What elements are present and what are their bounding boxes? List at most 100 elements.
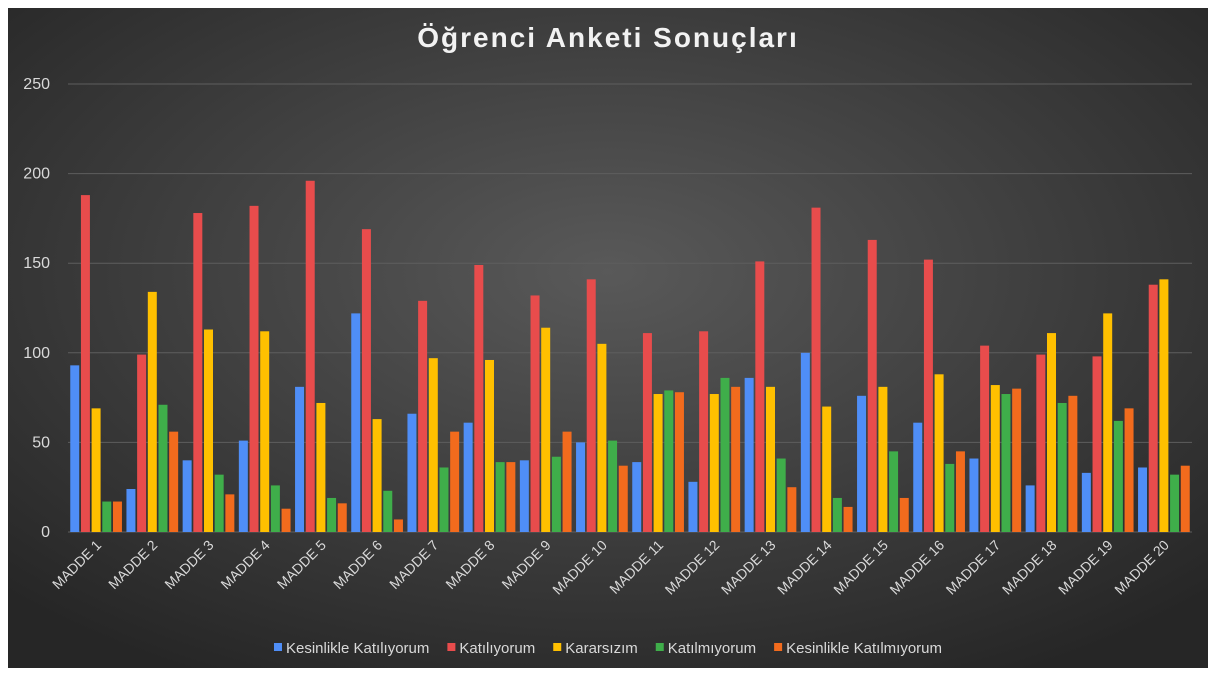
bar: [1159, 279, 1169, 532]
bar: [1170, 474, 1180, 532]
bar: [530, 295, 540, 532]
bar: [1025, 485, 1035, 532]
bar: [980, 345, 990, 532]
bar: [597, 343, 607, 532]
y-tick-label: 150: [23, 255, 50, 272]
y-tick-label: 200: [23, 166, 50, 183]
bar: [766, 386, 775, 532]
bar: [225, 494, 235, 532]
legend-label: Katılıyorum: [459, 640, 535, 657]
bar: [664, 390, 674, 532]
bar: [699, 331, 709, 532]
bar: [889, 451, 899, 532]
bar: [495, 462, 505, 532]
bar: [1081, 472, 1091, 532]
legend-label: Katılmıyorum: [668, 640, 756, 657]
bar: [112, 501, 122, 532]
bar: [857, 395, 867, 532]
legend-swatch: [273, 643, 282, 651]
bar: [1012, 388, 1022, 532]
bar: [878, 386, 888, 532]
legend-label: Kararsızım: [565, 640, 638, 657]
bar: [832, 497, 842, 532]
bar: [1036, 354, 1046, 532]
bar: [485, 359, 494, 532]
bar: [822, 406, 832, 532]
bar: [137, 354, 147, 532]
y-tick-label: 50: [32, 434, 50, 451]
bar: [126, 488, 136, 532]
legend-swatch: [553, 643, 562, 651]
bar: [945, 463, 955, 532]
bar: [1047, 333, 1056, 532]
bar: [755, 261, 765, 532]
bar: [474, 264, 484, 532]
bar: [439, 467, 449, 532]
bar: [316, 402, 326, 532]
bar: [731, 386, 741, 532]
bar: [372, 419, 382, 532]
bar: [327, 497, 337, 532]
bar: [295, 386, 305, 532]
bar: [811, 207, 821, 532]
bar: [393, 519, 403, 532]
bar: [1103, 313, 1113, 532]
bar: [913, 422, 923, 532]
bar: [1148, 284, 1158, 532]
y-tick-label: 0: [41, 524, 50, 541]
bar: [80, 195, 90, 532]
legend-label: Kesinlikle Katılıyorum: [286, 640, 429, 657]
bar: [463, 422, 473, 532]
bar: [969, 458, 979, 532]
bar: [270, 485, 280, 532]
bar: [618, 465, 628, 532]
legend-label: Kesinlikle Katılmıyorum: [786, 640, 942, 657]
bar: [923, 259, 933, 532]
bar: [720, 377, 730, 532]
bar: [632, 462, 642, 532]
bar: [305, 180, 315, 532]
bar: [407, 413, 417, 532]
bar: [934, 374, 944, 532]
legend-swatch: [655, 643, 664, 651]
bar: [1138, 467, 1148, 532]
bar: [204, 329, 213, 532]
bar: [562, 431, 572, 532]
bar: [541, 327, 551, 532]
bar: [1092, 356, 1102, 532]
bar: [642, 333, 652, 532]
bar: [281, 508, 291, 532]
bar: [1057, 402, 1067, 532]
bar: [709, 394, 719, 532]
bar: [674, 392, 684, 532]
bar: [361, 229, 371, 533]
bar: [450, 431, 460, 532]
bar: [653, 394, 663, 532]
y-tick-label: 100: [23, 345, 50, 362]
bar: [990, 385, 1000, 532]
bar: [249, 205, 259, 532]
bar: [1001, 394, 1011, 532]
bar: [182, 460, 192, 532]
bar: [586, 279, 596, 532]
bar: [867, 239, 877, 533]
bar: [260, 331, 270, 532]
bar: [1113, 420, 1123, 532]
bar: [428, 358, 438, 532]
chart-title: Öğrenci Anketi Sonuçları: [417, 22, 798, 53]
bar: [843, 506, 853, 532]
bar: [418, 300, 428, 532]
bar: [506, 462, 516, 532]
bar: [337, 503, 347, 532]
bar: [70, 365, 80, 532]
bar: [800, 352, 810, 532]
bar: [688, 481, 698, 532]
bar: [608, 440, 618, 532]
bar: [102, 501, 112, 532]
bar: [1068, 395, 1078, 532]
bar: [776, 458, 786, 532]
bar: [214, 474, 224, 532]
bar: [744, 377, 754, 532]
bar: [158, 404, 168, 532]
